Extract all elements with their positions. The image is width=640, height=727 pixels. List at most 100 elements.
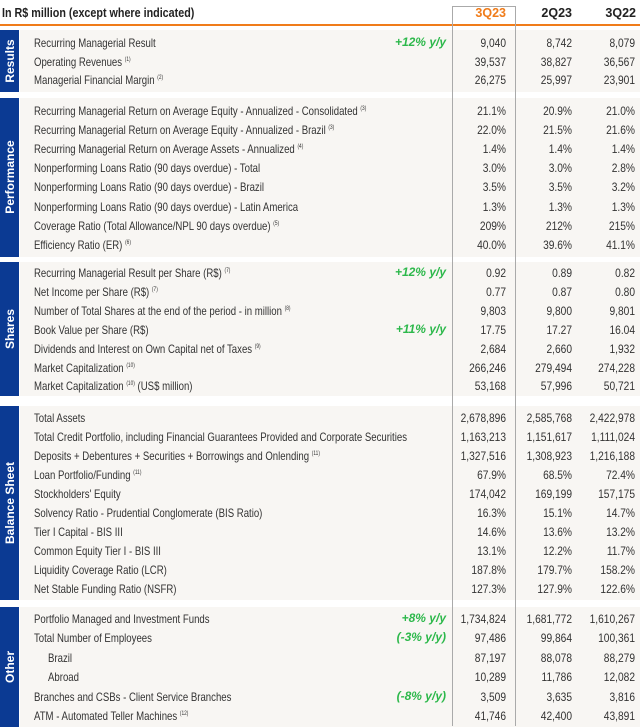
value-3q23: 1,327,516: [460, 449, 506, 463]
row-label-text: Portfolio Managed and Investment Funds: [34, 612, 210, 626]
value-3q23: 3.0%: [482, 161, 506, 176]
table-row: Net Income per Share (R$) (7) 0.77 0.87 0.8…: [0, 282, 640, 301]
row-label-text: Liquidity Coverage Ratio (LCR): [34, 563, 167, 577]
value-2q23: 17.27: [546, 322, 572, 337]
value-3q23: 1,163,213: [460, 430, 506, 444]
value-3q22: 11.7%: [606, 544, 635, 558]
row-label: Market Capitalization (10) (US$ million): [34, 379, 192, 393]
value-3q22: 41.1%: [606, 237, 635, 252]
value-3q22: 13.2%: [606, 525, 635, 539]
table-row: Total Credit Portfolio, including Financ…: [0, 427, 640, 446]
row-label-text: Stockholders' Equity: [34, 487, 121, 501]
footnote-ref: (10): [126, 381, 135, 388]
table-header: In R$ million (except where indicated) 3…: [0, 0, 640, 24]
row-label-text: Recurring Managerial Return on Average A…: [34, 142, 295, 157]
value-3q23: 9,803: [480, 303, 506, 318]
value-3q22: 21.6%: [606, 123, 635, 138]
value-2q23: 0.89: [552, 266, 572, 280]
value-2q23: 2,660: [546, 341, 572, 356]
row-label-text: Managerial Financial Margin: [34, 73, 155, 88]
value-3q23: 187.8%: [471, 563, 506, 577]
footnote-ref: (3): [360, 106, 367, 112]
section-shares: Shares Recurring Managerial Result per Sh…: [0, 262, 640, 397]
growth-badge: +12% y/y: [394, 265, 446, 279]
value-2q23: 1,308,923: [526, 449, 572, 463]
table-row: Nonperforming Loans Ratio (90 days overd…: [0, 177, 640, 196]
row-label-text: Dividends and Interest on Own Capital ne…: [34, 341, 253, 356]
value-2q23: 99,864: [540, 631, 572, 646]
value-2q23: 25,997: [540, 73, 572, 88]
value-2q23: 39.6%: [543, 237, 572, 252]
growth-badge: (-3% y/y): [396, 630, 446, 645]
row-label-text: Market Capitalization: [34, 360, 124, 375]
value-3q23: 16.3%: [477, 506, 506, 520]
section-background: [20, 30, 640, 92]
value-2q23: 3.0%: [548, 161, 572, 176]
value-3q22: 1,610,267: [589, 612, 635, 626]
row-label-text: ATM - Automated Teller Machines: [34, 709, 178, 723]
row-label-text: Net Income per Share (R$): [34, 284, 150, 299]
row-label-text: Net Stable Funding Ratio (NSFR): [34, 582, 177, 596]
row-label: Branches and CSBs - Client Service Branc…: [34, 690, 231, 704]
row-label: Common Equity Tier I - BIS III: [34, 544, 161, 558]
value-3q23: 97,486: [474, 631, 506, 646]
row-label-text: Loan Portfolio/Funding: [34, 468, 131, 482]
row-label-text: Book Value per Share (R$): [34, 322, 149, 337]
value-2q23: 1,151,617: [526, 430, 572, 444]
row-label-suffix: (US$ million): [137, 379, 193, 394]
table-row: Total Assets 2,678,896 2,585,768 2,422,978: [0, 408, 640, 427]
value-3q23: 1,734,824: [460, 612, 506, 626]
growth-badge: +11% y/y: [395, 321, 446, 336]
row-label: Operating Revenues (1): [34, 55, 131, 69]
row-label: Net Stable Funding Ratio (NSFR): [34, 582, 176, 596]
row-label-text: Brazil: [48, 650, 73, 665]
value-3q23: 266,246: [469, 360, 506, 375]
section-performance: Performance Recurring Managerial Return o…: [0, 98, 640, 257]
value-2q23: 1.3%: [548, 199, 572, 214]
value-2q23: 68.5%: [543, 468, 572, 482]
row-label-text: Abroad: [48, 670, 79, 685]
row-label-text: Nonperforming Loans Ratio (90 days overd…: [34, 180, 264, 195]
footnote-ref: (7): [224, 268, 231, 274]
footnote-ref: (4): [297, 144, 304, 151]
row-label-text: Deposits + Debentures + Securities + Bor…: [34, 449, 310, 463]
row-label-text: Recurring Managerial Result: [34, 36, 156, 50]
footnote-ref: (7): [151, 286, 158, 293]
value-3q23: 0.77: [486, 284, 506, 299]
value-2q23: 127.9%: [537, 582, 572, 596]
row-label-text: Market Capitalization: [34, 379, 124, 394]
row-label: Recurring Managerial Return on Average A…: [34, 142, 303, 156]
table-row: Recurring Managerial Return on Average E…: [0, 120, 640, 139]
value-2q23: 9,800: [546, 303, 572, 318]
value-3q22: 1,932: [609, 341, 635, 356]
row-label: Nonperforming Loans Ratio (90 days overd…: [34, 200, 298, 214]
growth-badge: (-8% y/y): [396, 688, 446, 703]
value-3q22: 2,422,978: [589, 411, 635, 425]
table-row: Branches and CSBs - Client Service Branc…: [0, 687, 640, 706]
section-background: [20, 607, 640, 727]
value-3q22: 0.82: [615, 266, 635, 280]
row-label: Dividends and Interest on Own Capital ne…: [34, 342, 261, 356]
value-3q23: 2,684: [480, 341, 506, 356]
row-label: Recurring Managerial Result per Share (R…: [34, 266, 230, 280]
value-3q22: 9,801: [609, 303, 635, 318]
row-label-text: Tier I Capital - BIS III: [34, 525, 123, 539]
footnote-ref: (6): [125, 239, 131, 246]
footnote-ref: (10): [126, 362, 135, 369]
value-3q23: 13.1%: [477, 544, 506, 558]
row-label-text: Total Number of Employees: [34, 631, 152, 646]
header-divider: [0, 24, 640, 26]
value-2q23: 169,199: [535, 487, 572, 501]
table-row: Net Stable Funding Ratio (NSFR) 127.3% 127…: [0, 579, 640, 598]
footnote-ref: (8): [284, 305, 291, 312]
value-2q23: 21.5%: [543, 123, 572, 138]
row-label: Recurring Managerial Return on Average E…: [34, 104, 366, 118]
column-header-3q23: 3Q23: [475, 6, 506, 20]
value-3q23: 41,746: [474, 709, 506, 723]
row-label: Total Assets: [34, 411, 85, 425]
row-label: Total Credit Portfolio, including Financ…: [34, 430, 407, 444]
value-3q22: 157,175: [598, 487, 635, 501]
value-2q23: 2,585,768: [526, 411, 572, 425]
section-results: Results Recurring Managerial Result +12% y…: [0, 30, 640, 92]
value-3q22: 21.0%: [606, 104, 635, 118]
